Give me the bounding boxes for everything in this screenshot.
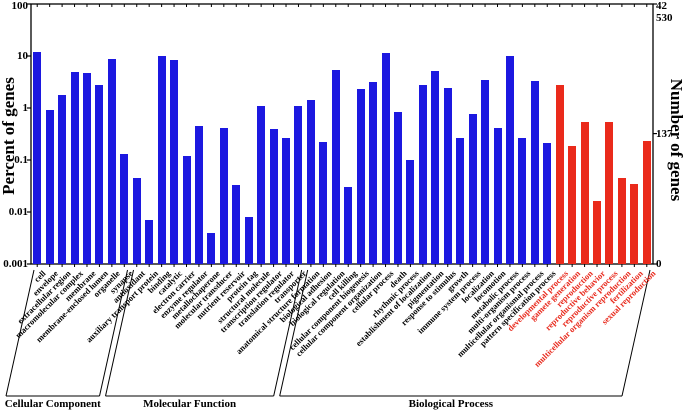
bar-locomotion [493, 128, 502, 264]
y-axis-tick-label: 100 [11, 0, 29, 12]
y-axis-tick-label: 10 [17, 50, 28, 62]
bar-pigmentation [431, 70, 440, 264]
group-bracket-left [279, 269, 309, 397]
bar-electron-carrier [182, 155, 191, 264]
y2-axis-tick-label: 42 530 [656, 0, 673, 24]
bar-cellular-process [381, 52, 390, 264]
y2-axis-tick-label: 137 [656, 127, 673, 140]
group-bracket-right [273, 269, 303, 397]
bar-nutrient-reservoir [232, 185, 241, 264]
bar-reproductive-behavior [593, 201, 602, 264]
bar-synapse [120, 154, 129, 264]
bar-macromolecular-complex [70, 71, 79, 264]
bar-establishment-of-localization [418, 84, 427, 264]
bar-auxiliary-transport-protein [145, 220, 154, 264]
bar-gamete-generation [568, 145, 577, 264]
y-axis-tick-label: 1 [22, 102, 29, 114]
y2-axis-tick-label: 0 [656, 258, 662, 270]
bar-envelope [45, 110, 54, 264]
bar-localization [481, 80, 490, 264]
bar-multicellular-organismal-process [530, 81, 539, 264]
bar-membrane [82, 72, 91, 264]
bar-biological-regulation [331, 69, 340, 264]
y-axis-tick-label: 0.1 [14, 154, 28, 166]
group-bracket-left [105, 269, 135, 397]
bar-enzyme-regulator [194, 126, 203, 264]
bar-structural-molecule [257, 105, 266, 264]
y2-axis-title: Number of genes [667, 78, 685, 202]
bar-membrane-enclosed-lumen [95, 84, 104, 264]
bar-catalytic [170, 60, 179, 264]
y-axis-title: Percent of genes [0, 77, 18, 195]
bar-molecular-transducer [219, 128, 228, 264]
bar-reproduction [580, 121, 589, 264]
group-label: Molecular Function [143, 398, 237, 410]
bar-binding [157, 56, 166, 264]
bar-immune-system-process [468, 114, 477, 264]
y-axis-tick-label: 0.001 [3, 258, 28, 270]
bar-sexual-reproduction [642, 141, 651, 264]
group-bracket-left [5, 269, 35, 397]
bar-growth [456, 137, 465, 264]
bar-metabolic-process [505, 56, 514, 264]
bar-biological-adhesion [319, 142, 328, 264]
bar-death [393, 111, 402, 264]
bar-fertilization [630, 183, 639, 264]
group-bracket-right [621, 269, 651, 397]
bar-antioxidant [132, 178, 141, 264]
bar-translation-regulator [282, 138, 291, 264]
bar-anatomical-structure-formation [306, 100, 315, 264]
bar-response-to-stimulus [443, 88, 452, 264]
bar-metallochaperone [207, 232, 216, 264]
y-axis-tick-label: 0.01 [8, 206, 28, 218]
group-label: Cellular Component [4, 398, 101, 410]
bar-protein-tag [244, 217, 253, 264]
bar-cell-killing [344, 187, 353, 264]
group-label: Biological Process [408, 398, 494, 410]
bar-reproductive-process [605, 121, 614, 264]
group-bracket-right [99, 269, 129, 397]
bar-cellular-component-organization [369, 81, 378, 264]
bar-organelle [107, 58, 116, 264]
bar-cell [33, 51, 42, 264]
bar-multi-organism-process [518, 137, 527, 264]
bar-cellular-component-biogenesis [356, 89, 365, 264]
bar-transcription-regulator [269, 128, 278, 264]
bar-transporter [294, 105, 303, 264]
bar-multicellular-organism-reproduction [617, 177, 626, 264]
bar-pattern-specification-process [543, 143, 552, 264]
bar-rhythmic-process [406, 160, 415, 264]
bar-developmental-process [555, 84, 564, 264]
bar-extracellular-region [58, 94, 67, 264]
